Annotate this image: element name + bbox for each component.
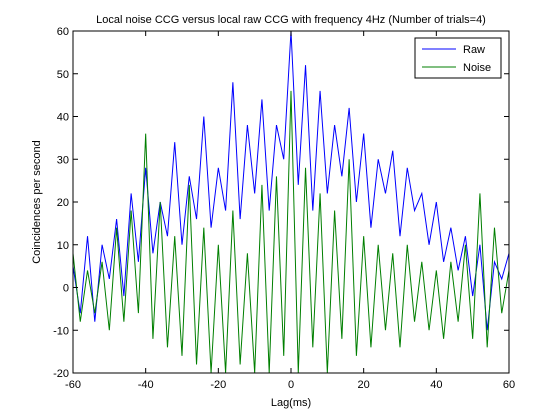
y-tick-label: 0 bbox=[63, 283, 69, 295]
plot-area bbox=[73, 31, 509, 373]
x-tick-label: 60 bbox=[503, 379, 515, 391]
x-tick-label: 0 bbox=[288, 379, 294, 391]
x-tick-label: 40 bbox=[430, 379, 442, 391]
y-tick-label: 30 bbox=[57, 154, 69, 166]
y-tick-label: 10 bbox=[57, 240, 69, 252]
x-tick-label: -60 bbox=[65, 379, 81, 391]
x-tick-label: 20 bbox=[358, 379, 370, 391]
legend-label-noise: Noise bbox=[463, 62, 491, 74]
y-tick-label: 60 bbox=[57, 26, 69, 38]
x-ticks: -60 -40 -20 0 20 40 60 bbox=[65, 31, 515, 391]
legend: Raw Noise bbox=[414, 37, 502, 79]
y-tick-label: -10 bbox=[53, 325, 69, 337]
legend-label-raw: Raw bbox=[463, 44, 485, 56]
x-tick-label: -40 bbox=[138, 379, 154, 391]
x-tick-label: -20 bbox=[210, 379, 226, 391]
y-axis-label: Coincidences per second bbox=[31, 140, 43, 264]
y-ticks: -20 -10 0 10 20 30 40 50 60 bbox=[53, 26, 509, 380]
y-tick-label: 40 bbox=[57, 112, 69, 124]
y-tick-label: 20 bbox=[57, 197, 69, 209]
x-axis-label: Lag(ms) bbox=[271, 397, 311, 409]
y-tick-label: 50 bbox=[57, 69, 69, 81]
legend-box bbox=[414, 37, 502, 79]
series-line-noise bbox=[72, 90, 510, 374]
y-tick-label: -20 bbox=[53, 368, 69, 380]
chart-title: Local noise CCG versus local raw CCG wit… bbox=[96, 14, 486, 26]
